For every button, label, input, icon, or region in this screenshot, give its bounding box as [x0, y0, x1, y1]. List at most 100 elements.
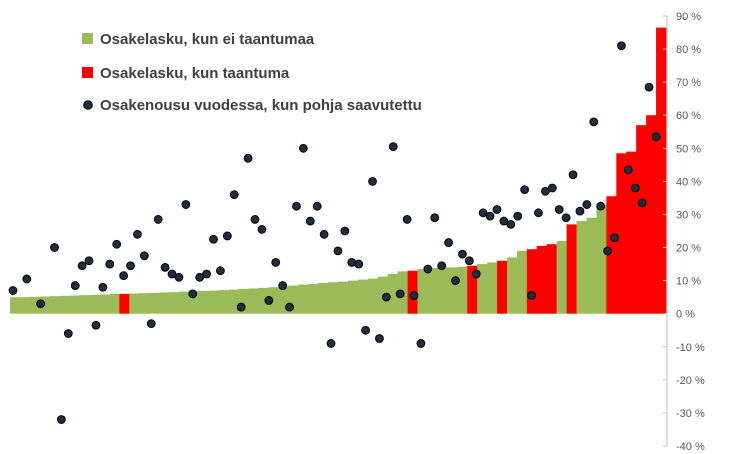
- bar-no-recession: [487, 262, 498, 314]
- bar-no-recession: [29, 296, 41, 314]
- bar-no-recession: [427, 268, 438, 314]
- legend-marker-rebound: [83, 100, 93, 110]
- rebound-point: [57, 415, 66, 424]
- rebound-point: [312, 201, 322, 211]
- bar-no-recession: [367, 278, 379, 314]
- rebound-point: [98, 282, 108, 292]
- rebound-point: [340, 226, 350, 236]
- bar-no-recession: [268, 287, 279, 314]
- rebound-point: [430, 213, 440, 223]
- rebound-point: [298, 143, 308, 153]
- rebound-point: [485, 211, 495, 221]
- rebound-point: [506, 219, 516, 229]
- bar-no-recession: [596, 204, 607, 314]
- bar-no-recession: [258, 287, 269, 314]
- rebound-point: [216, 266, 225, 276]
- bar-no-recession: [169, 292, 180, 314]
- rebound-point: [651, 132, 661, 142]
- bar-no-recession: [178, 291, 190, 314]
- bar-no-recession: [387, 274, 398, 314]
- y-tick-label: -40 %: [676, 441, 705, 453]
- bar-no-recession: [417, 269, 428, 314]
- points: [8, 41, 661, 424]
- bar-no-recession: [556, 240, 567, 314]
- rebound-point: [91, 320, 101, 330]
- rebound-point: [568, 170, 578, 180]
- y-tick-label: -10 %: [676, 342, 705, 354]
- y-tick-label: 90 %: [676, 11, 701, 23]
- bar-no-recession: [69, 295, 80, 314]
- rebound-point: [458, 249, 467, 259]
- bar-no-recession: [109, 293, 120, 314]
- bar-recession: [606, 196, 617, 314]
- legend-label-recession: Osakelasku, kun taantuma: [100, 65, 290, 82]
- bar-no-recession: [586, 217, 597, 314]
- rebound-point: [146, 319, 156, 329]
- rebound-point: [478, 208, 488, 218]
- bar-no-recession: [318, 282, 329, 314]
- rebound-point: [22, 274, 32, 284]
- bar-no-recession: [99, 294, 110, 314]
- rebound-point: [112, 239, 122, 249]
- rebound-point: [63, 329, 73, 338]
- rebound-point: [70, 281, 80, 290]
- rebound-point: [582, 200, 592, 209]
- rebound-point: [188, 289, 198, 299]
- legend-label-no-recession: Osakelasku, kun ei taantumaa: [100, 31, 315, 48]
- bar-recession: [467, 265, 478, 314]
- rebound-point: [236, 302, 246, 312]
- rebound-point: [547, 183, 557, 193]
- bar-no-recession: [79, 295, 90, 314]
- y-tick-label: 80 %: [676, 44, 701, 56]
- legend-swatch-no-recession: [82, 33, 93, 44]
- rebound-point: [181, 200, 191, 209]
- rebound-point: [174, 272, 184, 282]
- rebound-point: [409, 291, 419, 300]
- rebound-point: [292, 201, 301, 211]
- legend-label-rebound: Osakenousu vuodessa, kun pohja saavutett…: [100, 97, 422, 114]
- bar-no-recession: [129, 293, 140, 314]
- rebound-point: [575, 206, 585, 216]
- y-tick-label: 0 %: [676, 309, 695, 321]
- y-tick-label: 20 %: [676, 243, 701, 255]
- rebound-point: [361, 325, 371, 335]
- rebound-point: [126, 261, 135, 271]
- rebound-point: [257, 224, 267, 234]
- bar-no-recession: [347, 280, 359, 314]
- rebound-point: [229, 190, 239, 200]
- rebound-point: [520, 185, 530, 195]
- rebound-point: [423, 264, 433, 274]
- rebound-point: [243, 153, 253, 163]
- bar-no-recession: [278, 286, 289, 314]
- bar-no-recession: [49, 296, 60, 314]
- legend-swatch-recession: [82, 67, 93, 78]
- rebound-point: [195, 272, 205, 282]
- rebound-point: [471, 269, 481, 279]
- bar-no-recession: [159, 292, 170, 314]
- bar-no-recession: [506, 257, 518, 314]
- bar-recession: [656, 27, 667, 314]
- rebound-point: [202, 269, 211, 279]
- y-tick-label: 50 %: [676, 143, 701, 155]
- bar-no-recession: [516, 250, 528, 314]
- bar-no-recession: [437, 267, 448, 314]
- rebound-point: [264, 296, 274, 305]
- y-ticks: 90 % 80 % 70 % 60 % 50 % 40 % 30 % 20 % 10 % 0 % -…: [663, 11, 705, 453]
- rebound-point: [444, 238, 453, 247]
- bar-recession: [526, 249, 538, 314]
- bar-recession: [119, 293, 130, 314]
- rebound-point: [540, 186, 550, 196]
- bar-no-recession: [328, 282, 339, 314]
- bar-recession: [536, 245, 548, 314]
- rebound-point: [381, 292, 391, 302]
- rebound-point: [222, 231, 232, 241]
- y-tick-label: 60 %: [676, 110, 701, 122]
- bar-no-recession: [238, 288, 249, 314]
- rebound-point: [167, 269, 177, 279]
- bar-no-recession: [188, 291, 200, 314]
- rebound-point: [319, 229, 329, 239]
- bar-no-recession: [139, 293, 150, 314]
- rebound-point: [589, 117, 599, 127]
- rebound-point: [596, 201, 606, 211]
